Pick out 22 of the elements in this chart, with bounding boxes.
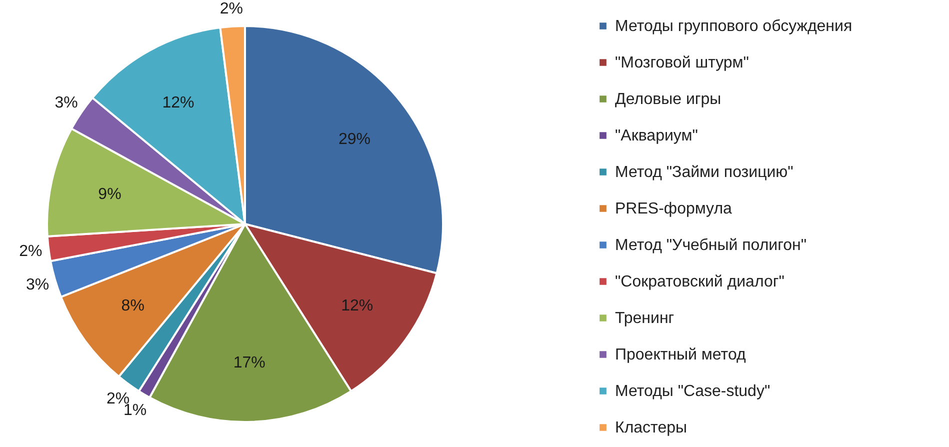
legend-label: Проектный метод [615,346,746,364]
data-label: 3% [54,94,78,112]
legend-label: "Аквариум" [615,128,698,144]
legend-label: Кластеры [615,420,687,436]
legend-label: Тренинг [615,310,674,327]
data-label: 3% [26,276,50,294]
data-label: 29% [338,131,371,148]
data-label: 9% [98,186,122,203]
legend-label: Методы "Case-study" [615,383,770,400]
legend-label: "Мозговой штурм" [615,54,749,72]
legend-label: Метод "Учебный полигон" [615,237,807,254]
data-label: 12% [162,94,194,112]
data-label: 2% [19,243,42,260]
legend-label: PRES-формула [615,200,732,218]
data-label: 2% [220,0,243,18]
legend-label: Метод "Займи позицию" [615,164,794,181]
data-label: 12% [341,297,374,314]
legend-label: "Сократовский диалог" [615,274,784,290]
data-label: 17% [233,354,266,372]
legend-label: Деловые игры [615,91,722,108]
data-label: 8% [121,297,144,314]
legend-label: Методы группового обсуждения [615,18,852,35]
